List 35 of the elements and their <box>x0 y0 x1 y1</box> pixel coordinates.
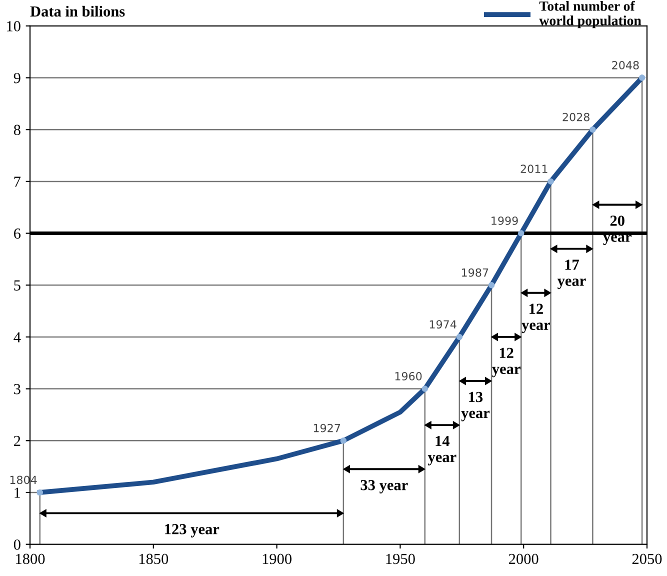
y-tick-label: 7 <box>14 176 21 187</box>
y-tick-label: 5 <box>14 280 20 291</box>
annotation: 2048 <box>612 60 639 70</box>
annotation: 1974 <box>430 320 456 329</box>
annotation: 2028 <box>562 112 590 122</box>
x-tick-label: 2000 <box>508 554 538 564</box>
y-tick-label: 3 <box>14 384 20 394</box>
y-tick-label: 4 <box>14 332 21 342</box>
y-tick-label: 0 <box>14 539 20 550</box>
annotation: 12 year <box>492 348 520 378</box>
y-tick-label: 6 <box>14 228 21 239</box>
annotation: 13 year <box>461 392 490 422</box>
annotation: 14 year <box>428 436 456 466</box>
x-tick-label: 1900 <box>262 554 292 564</box>
legend-label: Total number of world population <box>539 0 642 28</box>
annotation: 33 year <box>360 480 408 494</box>
annotation: 17 year <box>557 260 586 290</box>
y-tick-label: 8 <box>14 124 20 136</box>
y-tick-label: 2 <box>14 436 20 446</box>
annotation: 123 year <box>165 524 220 538</box>
y-tick-label: 10 <box>7 21 20 32</box>
x-tick-label: 2050 <box>632 554 662 564</box>
annotation: 1987 <box>462 268 488 277</box>
y-tick-label: 1 <box>14 488 20 498</box>
annotation: 1927 <box>314 424 340 432</box>
annotation: 12 year <box>522 304 550 334</box>
annotation: 1999 <box>492 216 518 225</box>
line-series <box>36 74 646 496</box>
x-tick-label: 1850 <box>139 554 168 564</box>
y-axis-title: Data in bilions <box>30 6 125 17</box>
y-tick-label: 9 <box>14 72 20 84</box>
annotation: 1960 <box>395 372 422 380</box>
x-tick-label: 1800 <box>16 554 45 564</box>
x-tick-label: 1950 <box>386 554 415 564</box>
annotation: 2011 <box>520 164 548 174</box>
